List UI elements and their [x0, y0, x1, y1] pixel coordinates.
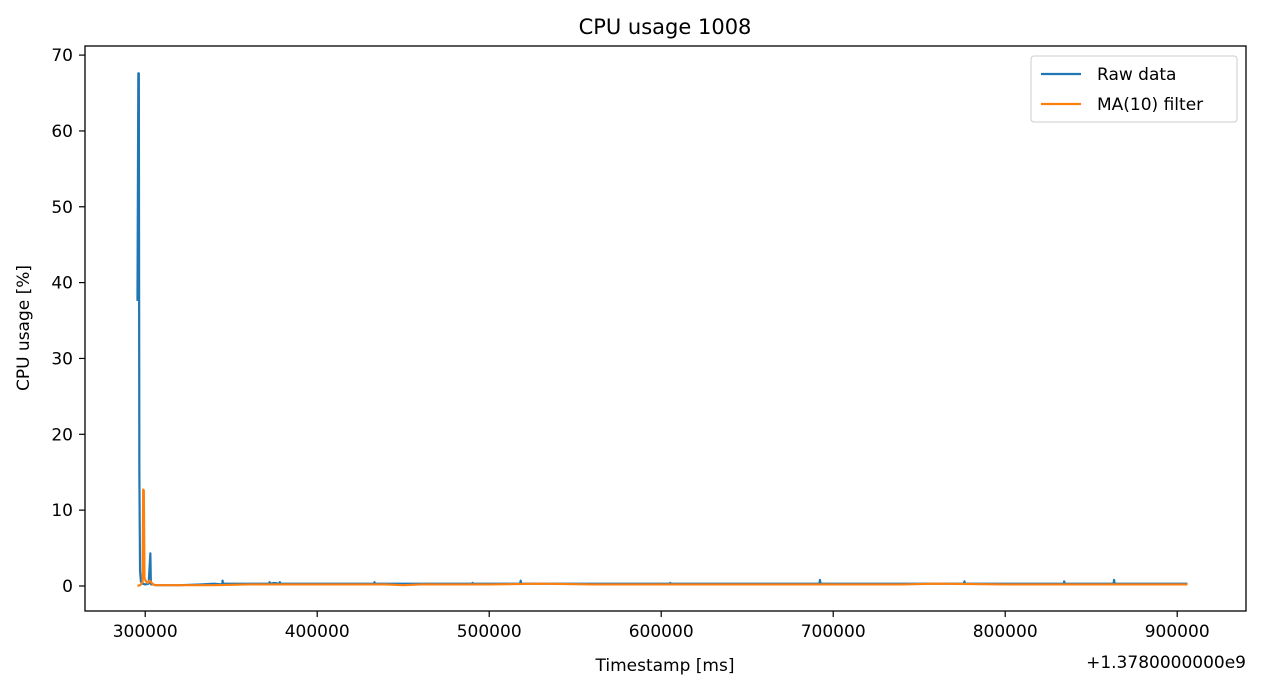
x-tick-label: 900000 [1145, 622, 1210, 642]
legend-label-raw-data: Raw data [1097, 65, 1176, 85]
x-tick-label: 800000 [973, 622, 1038, 642]
y-tick-label: 20 [51, 425, 73, 445]
y-tick-label: 60 [51, 122, 73, 142]
series-line-ma-10-filter [137, 488, 1188, 588]
y-tick-label: 0 [62, 577, 73, 597]
y-tick-label: 70 [51, 46, 73, 66]
x-tick-label: 300000 [113, 622, 178, 642]
legend: Raw data MA(10) filter [1030, 55, 1238, 123]
series-layer [136, 72, 1188, 588]
y-axis-label: CPU usage [%] [14, 265, 34, 391]
x-axis-label: Timestamp [ms] [595, 656, 735, 676]
y-tick-label: 30 [51, 349, 73, 369]
x-tick-label: 600000 [629, 622, 694, 642]
legend-label-ma-filter: MA(10) filter [1097, 95, 1203, 115]
x-axis-offset-label: +1.3780000000e9 [1086, 653, 1246, 673]
y-axis: 0 10 20 30 40 50 60 70 [51, 46, 85, 597]
y-tick-label: 50 [51, 198, 73, 218]
y-tick-label: 10 [51, 501, 73, 521]
y-tick-label: 40 [51, 274, 73, 294]
x-tick-label: 400000 [285, 622, 350, 642]
plot-frame [84, 45, 1247, 612]
x-tick-label: 700000 [801, 622, 866, 642]
legend-box [1030, 55, 1238, 123]
chart-title: CPU usage 1008 [579, 15, 752, 39]
x-tick-label: 500000 [457, 622, 522, 642]
x-axis: 300000 400000 500000 600000 700000 800000 9000… [113, 611, 1210, 642]
